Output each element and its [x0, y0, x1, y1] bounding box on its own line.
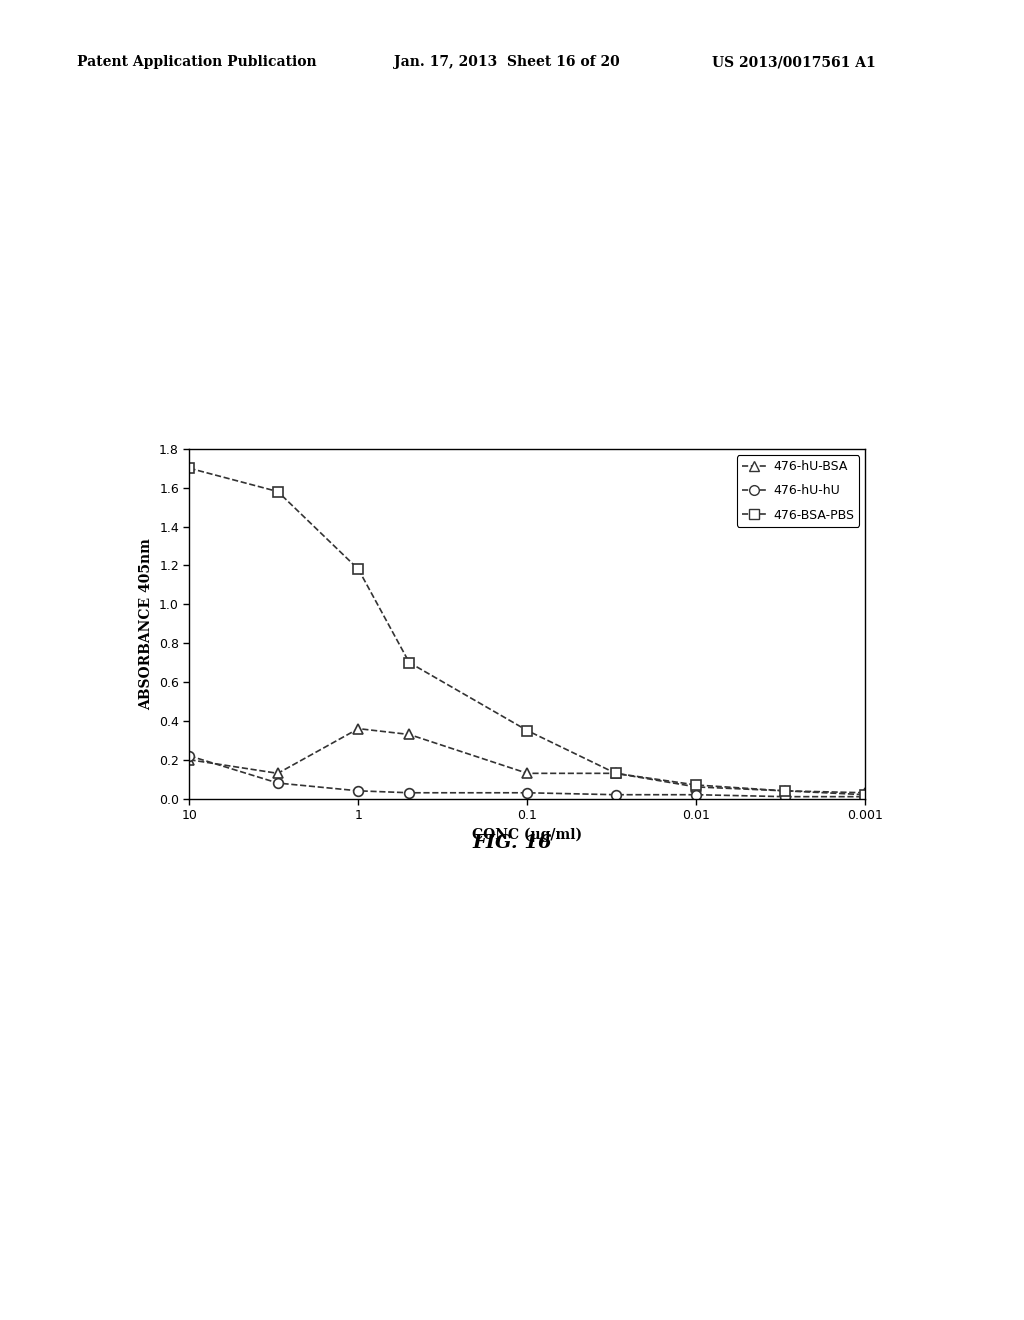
Text: Jan. 17, 2013  Sheet 16 of 20: Jan. 17, 2013 Sheet 16 of 20: [394, 55, 620, 70]
Text: Patent Application Publication: Patent Application Publication: [77, 55, 316, 70]
Text: US 2013/0017561 A1: US 2013/0017561 A1: [712, 55, 876, 70]
Text: FIG. 16: FIG. 16: [472, 834, 552, 853]
Legend: 476-hU-BSA, 476-hU-hU, 476-BSA-PBS: 476-hU-BSA, 476-hU-hU, 476-BSA-PBS: [737, 455, 859, 527]
Y-axis label: ABSORBANCE 405nm: ABSORBANCE 405nm: [139, 537, 154, 710]
X-axis label: CONC (μg/ml): CONC (μg/ml): [472, 828, 583, 842]
